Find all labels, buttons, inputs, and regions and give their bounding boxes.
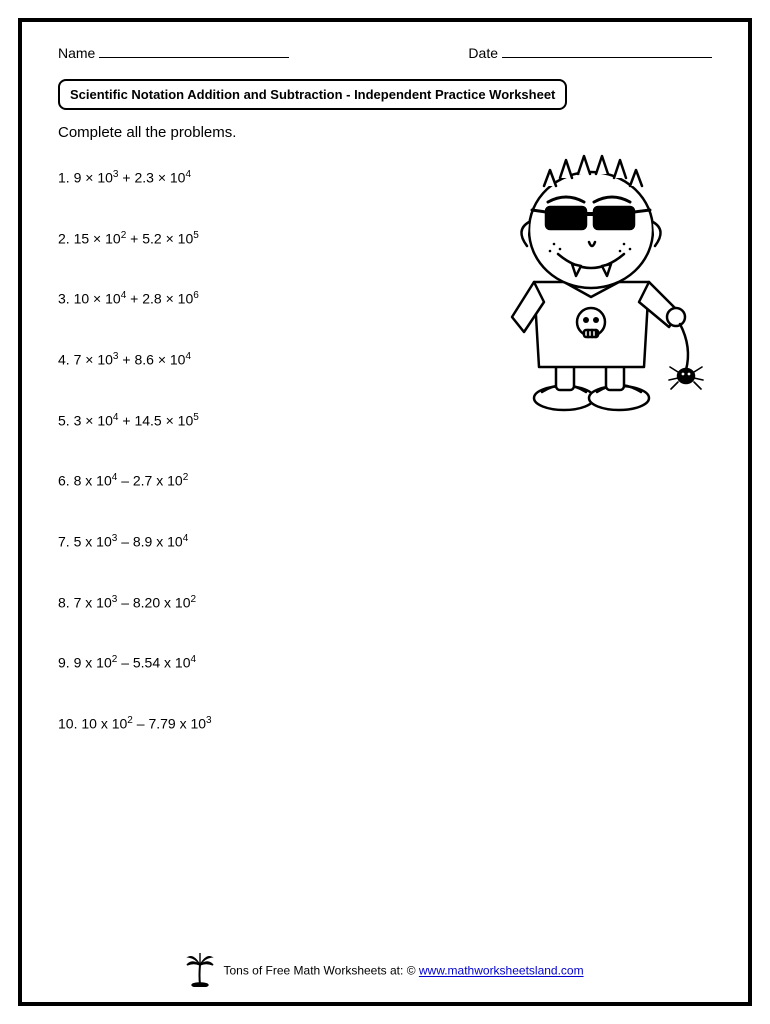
header-row: Name Date <box>58 44 712 61</box>
problem-row: 8. 7 x 103 – 8.20 x 102 <box>58 594 712 611</box>
name-blank[interactable] <box>99 44 289 58</box>
footer-text: Tons of Free Math Worksheets at: © <box>224 964 419 978</box>
problem-row: 7. 5 x 103 – 8.9 x 104 <box>58 533 712 550</box>
problem-row: 10. 10 x 102 – 7.79 x 103 <box>58 715 712 732</box>
footer-link[interactable]: www.mathworksheetsland.com <box>419 964 584 978</box>
worksheet-page: Name Date Scientific Notation Addition a… <box>18 18 752 1006</box>
date-label: Date <box>468 45 498 61</box>
name-field: Name <box>58 44 289 61</box>
palm-tree-icon <box>186 953 214 990</box>
cartoon-character-icon <box>494 152 704 412</box>
instruction-text: Complete all the problems. <box>58 124 712 141</box>
problem-row: 9. 9 x 102 – 5.54 x 104 <box>58 654 712 671</box>
date-field: Date <box>468 44 712 61</box>
problem-row: 6. 8 x 104 – 2.7 x 102 <box>58 472 712 489</box>
name-label: Name <box>58 45 95 61</box>
footer: Tons of Free Math Worksheets at: © www.m… <box>22 953 748 990</box>
problem-row: 5. 3 × 104 + 14.5 × 105 <box>58 412 712 429</box>
worksheet-title: Scientific Notation Addition and Subtrac… <box>58 79 567 110</box>
date-blank[interactable] <box>502 44 712 58</box>
